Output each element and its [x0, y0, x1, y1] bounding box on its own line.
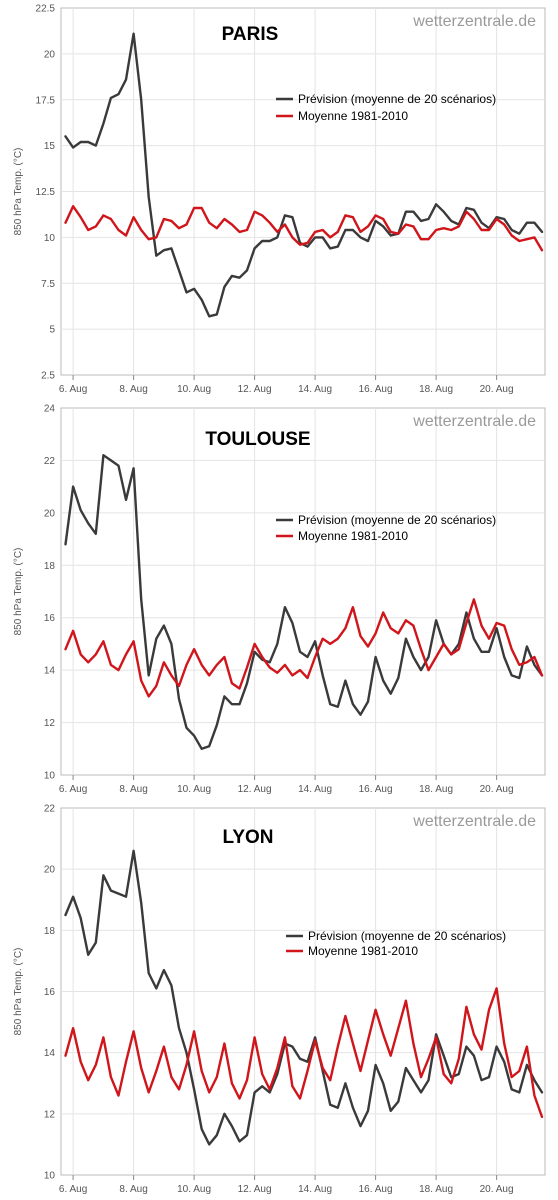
paris-y-axis-label: 850 hPa Temp. (°C): [13, 148, 24, 236]
lyon-mean-line: [64, 987, 544, 1119]
paris-chart-svg: 2.5 5 7.5 10 12.5 15 17.5 20 22.5 6. Aug 8. Aug 10.…: [13, 4, 546, 395]
paris-xtick-label: 8. Aug: [119, 384, 147, 395]
paris-ytick-label: 7.5: [41, 279, 55, 290]
lyon-ytick-label: 22: [44, 804, 56, 815]
lyon-chart-title: LYON: [222, 827, 273, 848]
lyon-watermark: wetterzentrale.de: [412, 813, 536, 830]
paris-legend-forecast-label: Prévision (moyenne de 20 scénarios): [298, 92, 496, 106]
paris-legend-mean-label: Moyenne 1981-2010: [298, 109, 408, 123]
lyon-ytick-label: 16: [44, 987, 56, 998]
lyon-xtick-label: 12. Aug: [238, 1184, 272, 1195]
lyon-y-axis-label: 850 hPa Temp. (°C): [13, 948, 24, 1036]
toulouse-xtick-label: 10. Aug: [177, 784, 211, 795]
lyon-legend-mean-label: Moyenne 1981-2010: [308, 944, 418, 958]
lyon-xtick-label: 10. Aug: [177, 1184, 211, 1195]
lyon-legend-forecast-label: Prévision (moyenne de 20 scénarios): [308, 929, 506, 943]
paris-ytick-label: 22.5: [36, 4, 56, 15]
paris-ytick-label: 10: [44, 233, 56, 244]
toulouse-chart-svg: 10 12 14 16 18 20 22 24 6. Aug 8. Aug 10. Aug 12. A…: [13, 404, 546, 795]
toulouse-ytick-label: 12: [44, 718, 56, 729]
lyon-ytick-label: 14: [44, 1048, 56, 1059]
toulouse-ytick-label: 16: [44, 613, 56, 624]
lyon-xtick-label: 8. Aug: [119, 1184, 147, 1195]
lyon-xtick-label: 14. Aug: [298, 1184, 332, 1195]
toulouse-ytick-label: 18: [44, 561, 56, 572]
toulouse-ytick-label: 22: [44, 456, 56, 467]
toulouse-ytick-label: 14: [44, 666, 56, 677]
paris-xtick-label: 14. Aug: [298, 384, 332, 395]
toulouse-y-axis-label: 850 hPa Temp. (°C): [13, 548, 24, 636]
toulouse-chart-title: TOULOUSE: [205, 429, 310, 450]
toulouse-legend-mean-label: Moyenne 1981-2010: [298, 529, 408, 543]
paris-ytick-label: 2.5: [41, 371, 55, 382]
toulouse-watermark: wetterzentrale.de: [412, 413, 536, 430]
toulouse-forecast-line: [64, 454, 544, 750]
paris-xtick-label: 6. Aug: [59, 384, 87, 395]
paris-ytick-label: 5: [49, 325, 55, 336]
chart-paris: 2.5 5 7.5 10 12.5 15 17.5 20 22.5 6. Aug 8. Aug 10.…: [0, 0, 558, 400]
paris-xtick-label: 12. Aug: [238, 384, 272, 395]
lyon-ytick-label: 12: [44, 1109, 56, 1120]
toulouse-ytick-label: 10: [44, 771, 56, 782]
chart-lyon: 10 12 14 16 18 20 22 6. Aug 8. Aug 10. Aug 12. Aug…: [0, 800, 558, 1200]
paris-xtick-label: 16. Aug: [359, 384, 393, 395]
paris-ytick-label: 12.5: [36, 187, 56, 198]
lyon-xtick-label: 20. Aug: [480, 1184, 514, 1195]
toulouse-xtick-label: 18. Aug: [419, 784, 453, 795]
chart-toulouse: 10 12 14 16 18 20 22 24 6. Aug 8. Aug 10. Aug 12. A…: [0, 400, 558, 800]
toulouse-xtick-label: 12. Aug: [238, 784, 272, 795]
toulouse-xtick-label: 8. Aug: [119, 784, 147, 795]
paris-ytick-label: 17.5: [36, 95, 56, 106]
toulouse-xtick-label: 16. Aug: [359, 784, 393, 795]
lyon-xtick-label: 16. Aug: [359, 1184, 393, 1195]
paris-ytick-label: 15: [44, 141, 56, 152]
toulouse-xtick-label: 6. Aug: [59, 784, 87, 795]
paris-ytick-label: 20: [44, 49, 56, 60]
toulouse-xtick-label: 20. Aug: [480, 784, 514, 795]
paris-chart-title: PARIS: [222, 24, 279, 45]
lyon-chart-svg: 10 12 14 16 18 20 22 6. Aug 8. Aug 10. Aug 12. Aug…: [13, 804, 546, 1195]
lyon-ytick-label: 10: [44, 1171, 56, 1182]
lyon-xtick-label: 18. Aug: [419, 1184, 453, 1195]
paris-watermark: wetterzentrale.de: [412, 13, 536, 30]
paris-xtick-label: 10. Aug: [177, 384, 211, 395]
lyon-xtick-label: 6. Aug: [59, 1184, 87, 1195]
paris-xtick-label: 18. Aug: [419, 384, 453, 395]
lyon-forecast-line: [64, 849, 544, 1146]
paris-mean-line: [64, 204, 544, 252]
lyon-ytick-label: 18: [44, 926, 56, 937]
paris-xtick-label: 20. Aug: [480, 384, 514, 395]
toulouse-xtick-label: 14. Aug: [298, 784, 332, 795]
toulouse-legend-forecast-label: Prévision (moyenne de 20 scénarios): [298, 513, 496, 527]
toulouse-ytick-label: 24: [44, 404, 56, 415]
toulouse-mean-line: [64, 598, 544, 698]
toulouse-ytick-label: 20: [44, 508, 56, 519]
lyon-ytick-label: 20: [44, 865, 56, 876]
